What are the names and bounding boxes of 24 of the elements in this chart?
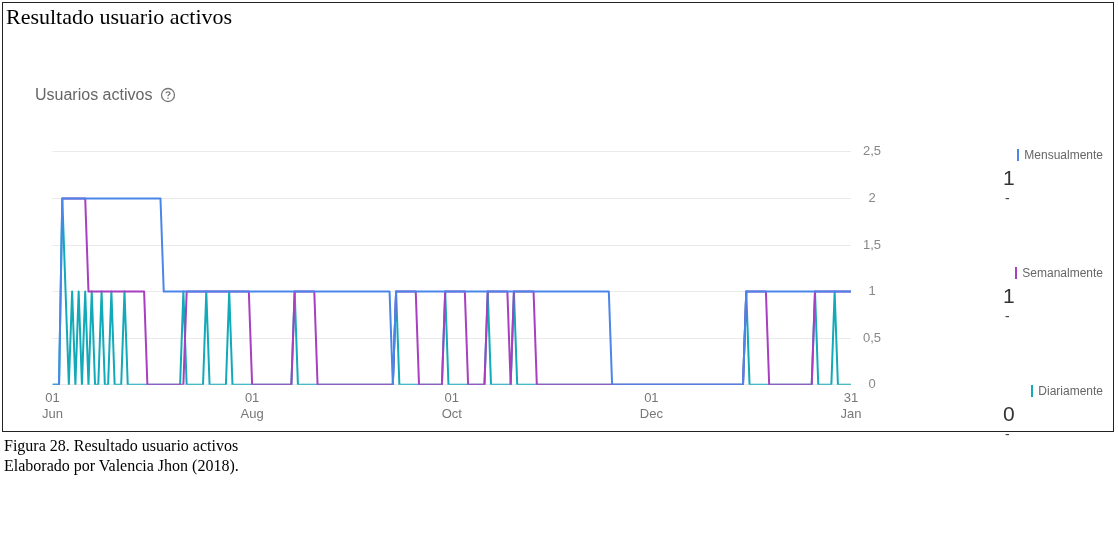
legend-label: Semanalmente bbox=[1022, 266, 1103, 280]
y-tick-label: 0,5 bbox=[863, 329, 882, 345]
x-tick-label: 01 Dec bbox=[639, 390, 664, 421]
x-tick-label: 01 Aug bbox=[240, 390, 264, 421]
legend-label: Mensualmente bbox=[1024, 148, 1103, 162]
text: - bbox=[1005, 190, 1011, 206]
text: - bbox=[1005, 308, 1011, 324]
y-tick-label: 1 bbox=[868, 283, 876, 299]
y-tick-label: 2 bbox=[868, 189, 876, 205]
text: - bbox=[1005, 426, 1011, 442]
x-tick-label: 01 Jun bbox=[42, 390, 63, 421]
x-tick-label: 01 Oct bbox=[441, 390, 463, 421]
text: Figura 28. Resultado usuario activos bbox=[4, 436, 239, 456]
y-tick-label: 0 bbox=[868, 376, 876, 392]
y-tick-label: 2,5 bbox=[863, 143, 882, 159]
text: 1 bbox=[1003, 166, 1016, 190]
x-tick-label: 31 Jan bbox=[840, 390, 862, 421]
legend-label: Diariamente bbox=[1038, 384, 1103, 398]
chart-subtitle: Usuarios activos bbox=[35, 86, 153, 104]
text: 1 bbox=[1003, 284, 1016, 308]
text: Elaborado por Valencia Jhon (2018). bbox=[4, 456, 239, 476]
chart-title: Resultado usuario activos bbox=[6, 4, 233, 30]
text: 0 bbox=[1003, 402, 1016, 426]
y-tick-label: 1,5 bbox=[863, 236, 882, 252]
